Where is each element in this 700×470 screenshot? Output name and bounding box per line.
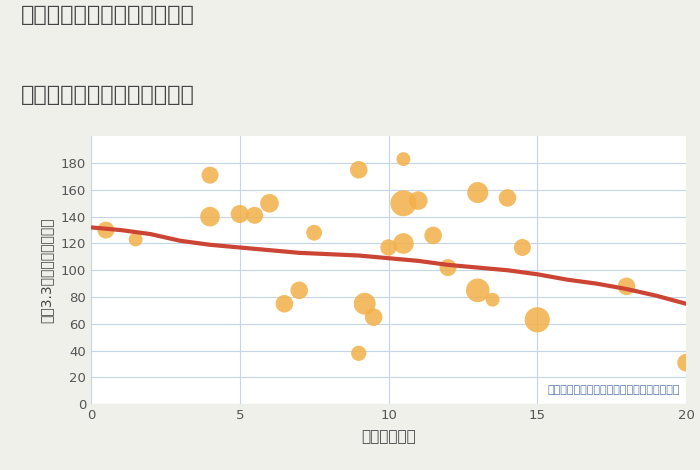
- Point: [249, 212, 260, 219]
- Point: [204, 213, 216, 220]
- Point: [279, 300, 290, 307]
- Point: [294, 287, 305, 294]
- Point: [204, 172, 216, 179]
- Point: [502, 194, 513, 202]
- Point: [130, 235, 141, 243]
- Point: [398, 155, 409, 163]
- Y-axis label: 坪（3.3㎡）単価（万円）: 坪（3.3㎡）単価（万円）: [40, 218, 54, 323]
- Point: [383, 244, 394, 251]
- X-axis label: 駅距離（分）: 駅距離（分）: [361, 429, 416, 444]
- Point: [532, 316, 543, 323]
- Point: [368, 313, 379, 321]
- Point: [398, 240, 409, 247]
- Text: 円の大きさは、取引のあった物件面積を示す: 円の大きさは、取引のあった物件面積を示す: [547, 385, 680, 395]
- Point: [234, 210, 246, 218]
- Point: [680, 359, 692, 367]
- Point: [517, 244, 528, 251]
- Point: [487, 296, 498, 304]
- Text: 埼玉県入間郡毛呂山町市場の: 埼玉県入間郡毛呂山町市場の: [21, 5, 195, 25]
- Text: 駅距離別中古マンション価格: 駅距離別中古マンション価格: [21, 85, 195, 105]
- Point: [309, 229, 320, 236]
- Point: [472, 287, 483, 294]
- Point: [442, 264, 454, 271]
- Point: [100, 226, 111, 234]
- Point: [413, 197, 424, 204]
- Point: [264, 199, 275, 207]
- Point: [398, 199, 409, 207]
- Point: [621, 282, 632, 290]
- Point: [353, 166, 364, 173]
- Point: [353, 350, 364, 357]
- Point: [472, 189, 483, 196]
- Point: [428, 232, 439, 239]
- Point: [359, 300, 370, 307]
